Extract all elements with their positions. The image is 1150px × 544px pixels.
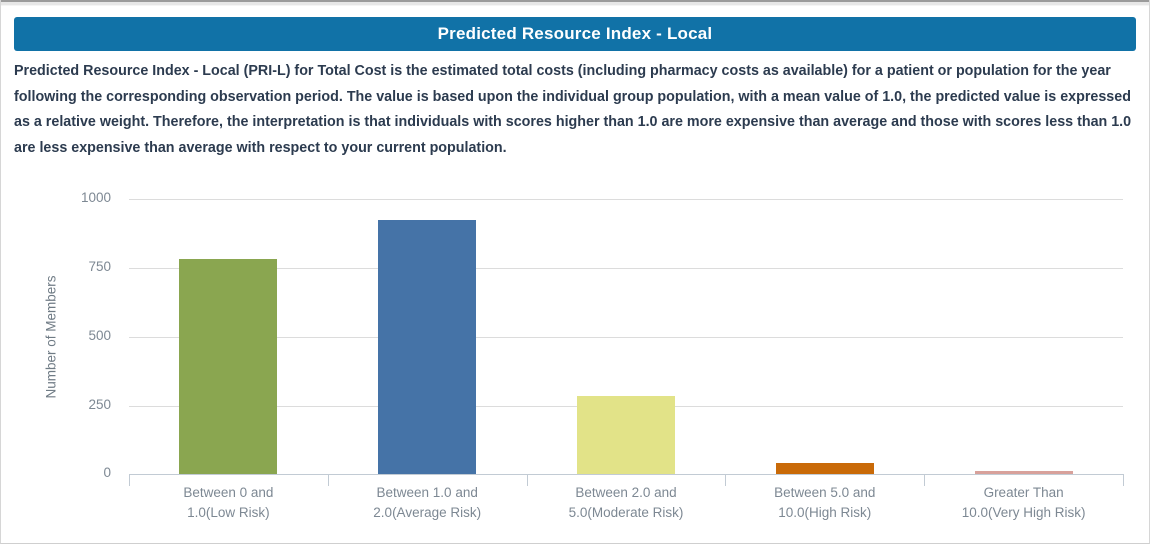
x-tick-label-line: Greater Than	[983, 485, 1064, 501]
x-tick-label-line: Between 2.0 and	[575, 485, 677, 501]
x-tick-label: Between 5.0 and 10.0(High Risk)	[725, 483, 924, 522]
bar-chart: Number of Members 0 250 500 750 1000 Between 0…	[1, 164, 1149, 539]
x-tick-label: Between 2.0 and 5.0(Moderate Risk)	[527, 483, 726, 522]
bar[interactable]	[775, 463, 874, 475]
x-tick-mark	[725, 474, 727, 487]
gridline	[129, 336, 1123, 338]
bar[interactable]	[577, 396, 675, 475]
x-tick-mark	[1123, 474, 1124, 487]
x-tick-label-line: 1.0(Low Risk)	[187, 504, 270, 520]
gridline	[129, 199, 1123, 201]
x-tick-label-line: Between 5.0 and	[774, 485, 876, 501]
y-tick-label: 250	[88, 396, 111, 412]
bar[interactable]	[179, 258, 278, 475]
x-tick-label-line: Between 1.0 and	[376, 485, 478, 501]
x-tick-label: Between 0 and 1.0(Low Risk)	[129, 483, 328, 522]
x-tick-label: Between 1.0 and 2.0(Average Risk)	[328, 483, 527, 522]
chart-description: Predicted Resource Index - Local (PRI-L)…	[14, 63, 1132, 156]
y-tick-label: 500	[88, 327, 111, 343]
y-tick-label: 750	[88, 259, 111, 275]
gridline	[129, 268, 1123, 270]
x-tick-label-line: 5.0(Moderate Risk)	[568, 504, 684, 520]
y-tick-label: 1000	[80, 190, 111, 206]
x-tick-mark	[924, 474, 926, 487]
chart-title-bar: Predicted Resource Index - Local	[14, 17, 1136, 51]
x-tick-mark	[327, 474, 329, 487]
page-title: Predicted Resource Index - Local	[437, 24, 713, 43]
x-tick-mark	[526, 474, 528, 487]
bar[interactable]	[378, 220, 477, 475]
x-tick-label-line: 10.0(High Risk)	[778, 504, 872, 520]
x-tick-label-line: 10.0(Very High Risk)	[961, 504, 1086, 520]
x-tick-label: Greater Than 10.0(Very High Risk)	[924, 483, 1123, 522]
x-tick-label-line: 2.0(Average Risk)	[373, 504, 482, 520]
bar[interactable]	[974, 471, 1073, 475]
x-tick-label-line: Between 0 and	[183, 485, 274, 501]
window-top-divider	[1, 0, 1149, 6]
x-axis-line	[129, 474, 1123, 476]
y-tick-label: 0	[103, 465, 111, 481]
x-tick-mark	[129, 474, 130, 487]
